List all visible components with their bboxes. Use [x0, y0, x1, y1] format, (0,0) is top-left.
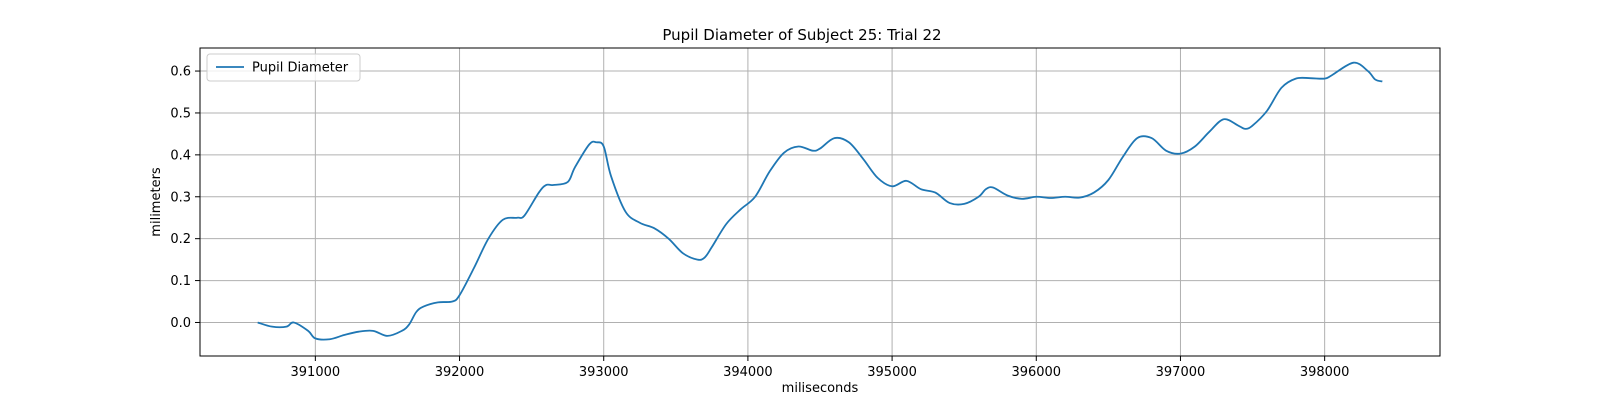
plot-frame — [199, 47, 1441, 357]
x-tick-label: 396000 — [1011, 365, 1061, 380]
x-tick-label: 397000 — [1156, 365, 1206, 380]
y-tick-label: 0.3 — [170, 190, 191, 205]
y-tick-label: 0.0 — [170, 316, 191, 331]
y-tick-label: 0.6 — [170, 65, 191, 80]
grid-lines — [200, 48, 1440, 356]
x-tick-label: 394000 — [723, 365, 773, 380]
y-tick-label: 0.2 — [170, 232, 191, 247]
legend-label: Pupil Diameter — [252, 61, 349, 76]
x-tick-label: 392000 — [435, 365, 485, 380]
y-tick-label: 0.4 — [170, 148, 191, 163]
chart-title: Pupil Diameter of Subject 25: Trial 22 — [662, 26, 941, 44]
y-tick-label: 0.5 — [170, 106, 191, 121]
y-axis-label: milimeters — [149, 167, 164, 237]
y-tick-label: 0.1 — [170, 274, 191, 289]
x-tick-label: 398000 — [1300, 365, 1350, 380]
pupil-diameter-line — [257, 61, 1383, 341]
x-tick-label: 393000 — [579, 365, 629, 380]
x-axis-label: miliseconds — [782, 381, 859, 396]
x-tick-label: 395000 — [867, 365, 917, 380]
legend: Pupil Diameter — [206, 53, 361, 82]
x-tick-label: 391000 — [291, 365, 341, 380]
x-axis-ticks: 391000 392000 393000 394000 395000 396000 3970… — [291, 356, 1350, 380]
legend-box — [206, 53, 361, 82]
y-axis-ticks: 0.0 0.1 0.2 0.3 0.4 0.5 0.6 — [170, 65, 200, 331]
